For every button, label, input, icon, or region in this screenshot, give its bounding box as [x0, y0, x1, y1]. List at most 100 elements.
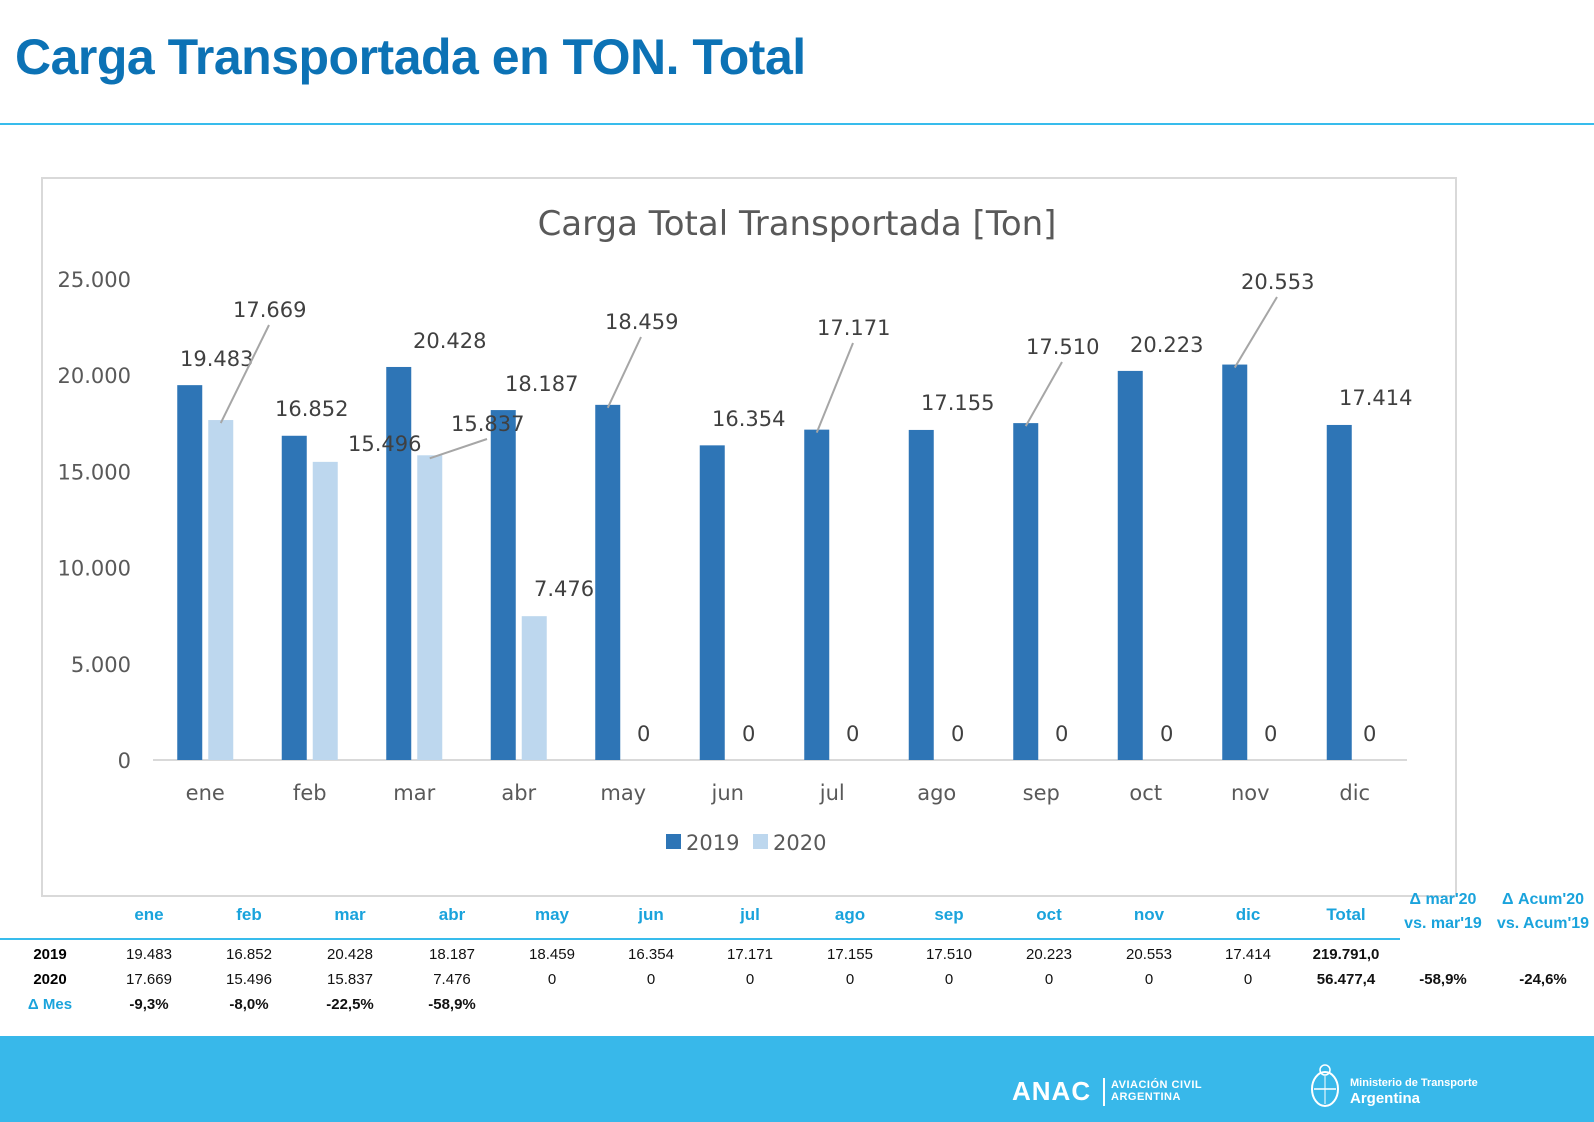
- bar-2019-abr: [490, 410, 516, 760]
- data-label-2020-jul: 0: [846, 722, 859, 746]
- data-table: ene feb mar abr may jun jul ago sep oct nov dic Tota…: [0, 888, 1593, 1013]
- national-seal-icon: [1311, 1064, 1339, 1107]
- anac-subtitle-line1: AVIACIÓN CIVIL: [1111, 1079, 1203, 1091]
- table-cell: 17.155: [827, 946, 873, 963]
- row-label: Δ Mes: [27, 996, 73, 1013]
- table-cell: 20.223: [1026, 946, 1072, 963]
- table-cell: -8,0%: [229, 996, 269, 1013]
- table-cell: 16.852: [226, 946, 272, 963]
- bar-2019-may: [595, 404, 621, 760]
- data-label-2019-sep: 17.510: [1026, 335, 1099, 359]
- legend-label-2019: 2019: [686, 831, 739, 855]
- delta-header-line: vs. Acum'19: [1496, 915, 1590, 932]
- data-label-2020-nov: 0: [1264, 722, 1277, 746]
- data-label-2019-nov: 20.553: [1241, 270, 1314, 294]
- y-tick-label: 0: [118, 749, 131, 773]
- y-tick-label: 5.000: [71, 653, 131, 677]
- table-cell: 0: [1044, 971, 1054, 988]
- leader-line: [1233, 296, 1278, 369]
- x-tick-label: abr: [501, 781, 536, 805]
- data-label-2019-ago: 17.155: [921, 391, 994, 415]
- ministry-line2: Argentina: [1350, 1090, 1421, 1107]
- table-header-0: ene: [134, 905, 164, 924]
- bar-2019-nov: [1222, 364, 1248, 760]
- x-tick-label: may: [600, 781, 646, 805]
- data-label-2019-oct: 20.223: [1130, 333, 1203, 357]
- data-label-2019-ene: 19.483: [180, 347, 253, 371]
- anac-subtitle-line2: ARGENTINA: [1111, 1091, 1181, 1103]
- bar-2020-mar: [417, 455, 443, 760]
- table-cell: 0: [745, 971, 755, 988]
- delta-header-1: Δ Acum'20 vs. Acum'19: [1493, 888, 1593, 936]
- bar-2020-ene: [208, 420, 234, 760]
- leader-line: [429, 438, 488, 460]
- table-header-1: feb: [236, 905, 262, 924]
- table-header-12: Total: [1326, 905, 1366, 924]
- legend-label-2020: 2020: [773, 831, 826, 855]
- leader-line: [606, 336, 642, 409]
- table-cell: 19.483: [126, 946, 172, 963]
- data-label-2019-dic: 17.414: [1339, 386, 1412, 410]
- table-cell: 17.510: [926, 946, 972, 963]
- chart-title: Carga Total Transportada [Ton]: [538, 204, 1057, 244]
- bar-2019-jun: [699, 445, 725, 760]
- table-cell: 0: [547, 971, 557, 988]
- table-header-11: dic: [1235, 905, 1261, 924]
- page-title: Carga Transportada en TON. Total: [15, 29, 806, 85]
- y-tick-label: 25.000: [58, 268, 131, 292]
- data-label-2019-mar: 20.428: [413, 329, 486, 353]
- leader-line: [219, 324, 270, 424]
- table-cell: 17.669: [126, 971, 172, 988]
- bar-2019-sep: [1013, 423, 1039, 760]
- row-label: 2019: [33, 946, 67, 963]
- x-tick-label: dic: [1339, 781, 1370, 805]
- logo-divider: [1103, 1078, 1105, 1106]
- data-label-2020-oct: 0: [1160, 722, 1173, 746]
- table-cell: -58,9%: [428, 996, 476, 1013]
- data-label-2020-abr: 7.476: [534, 577, 594, 601]
- table-header-4: may: [534, 905, 570, 924]
- table-cell: -22,5%: [326, 996, 374, 1013]
- data-label-2020-ene: 17.669: [233, 298, 306, 322]
- chart-frame: Carga Total Transportada [Ton] 0 5.000 10.0…: [41, 177, 1457, 897]
- bar-2019-dic: [1326, 424, 1352, 760]
- table-cell: 0: [646, 971, 656, 988]
- table-cell: 15.496: [226, 971, 272, 988]
- delta-cell: -58,9%: [1419, 971, 1467, 988]
- bar-2019-feb: [281, 435, 307, 760]
- table-cell: 219.791,0: [1312, 946, 1380, 963]
- anac-logo: ANAC: [1012, 1076, 1092, 1106]
- title-divider: [0, 123, 1594, 125]
- table-cell: 7.476: [433, 971, 471, 988]
- table-cell: 56.477,4: [1316, 971, 1376, 988]
- data-label-2019-jun: 16.354: [712, 407, 785, 431]
- data-label-2020-feb: 15.496: [348, 432, 421, 456]
- table-cell: 15.837: [327, 971, 373, 988]
- table-cell: -9,3%: [129, 996, 169, 1013]
- table-cell: 17.171: [727, 946, 773, 963]
- bar-2019-oct: [1117, 370, 1143, 760]
- x-tick-label: ene: [186, 781, 225, 805]
- table-header-5: jun: [638, 905, 664, 924]
- bar-chart: Carga Total Transportada [Ton] 0 5.000 10.0…: [58, 204, 1413, 855]
- bar-2020-feb: [312, 461, 338, 760]
- table-cell: 20.553: [1126, 946, 1172, 963]
- data-label-2020-mar: 15.837: [451, 412, 524, 436]
- table-header-7: ago: [834, 905, 866, 924]
- table-header-3: abr: [438, 905, 466, 924]
- table-header-rule: [0, 938, 1400, 940]
- delta-header-line: Δ mar'20: [1409, 891, 1477, 908]
- data-label-2019-jul: 17.171: [817, 316, 890, 340]
- table-cell: 0: [1144, 971, 1154, 988]
- table-cell: 0: [845, 971, 855, 988]
- data-label-2019-abr: 18.187: [505, 372, 578, 396]
- table-cell: 16.354: [628, 946, 674, 963]
- y-tick-label: 20.000: [58, 364, 131, 388]
- data-label-2020-may: 0: [637, 722, 650, 746]
- table-cell: 20.428: [327, 946, 373, 963]
- y-tick-label: 15.000: [58, 460, 131, 484]
- x-tick-label: ago: [917, 781, 956, 805]
- row-label: 2020: [33, 971, 67, 988]
- data-label-2020-ago: 0: [951, 722, 964, 746]
- x-tick-label: mar: [393, 781, 435, 805]
